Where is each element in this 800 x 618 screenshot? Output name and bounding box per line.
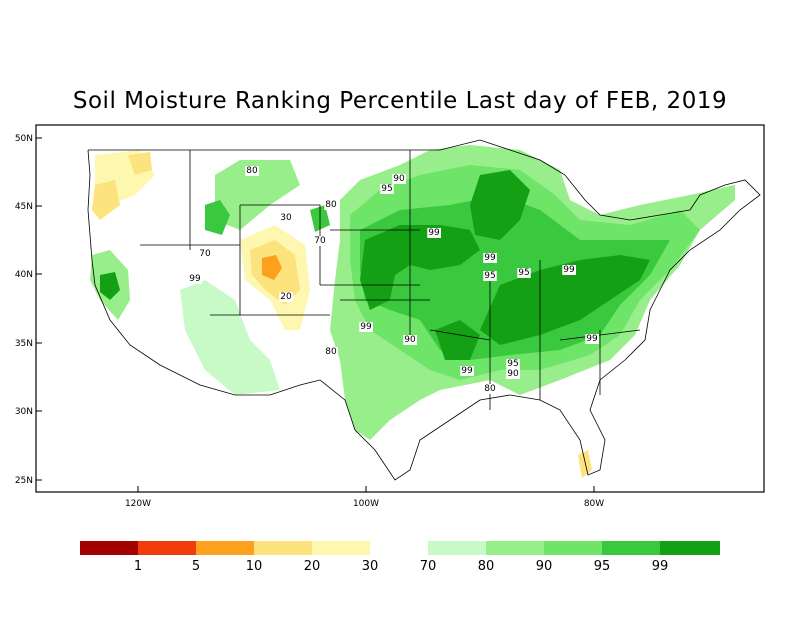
- contour-label: 99: [189, 274, 201, 284]
- legend-label: 70: [419, 559, 437, 574]
- contour-label-bg: [483, 384, 497, 394]
- legend-label: 99: [651, 559, 669, 574]
- legend-swatch: [254, 541, 312, 555]
- contour-label: 80: [325, 347, 337, 357]
- shaded-regions: [90, 145, 735, 478]
- contour-label: 70: [199, 249, 211, 259]
- legend-swatch: [602, 541, 660, 555]
- contour-label: 99: [428, 228, 440, 238]
- legend-label: 10: [245, 559, 263, 574]
- lat-tick-label: 25N: [15, 476, 33, 486]
- contour-label: 95: [507, 359, 518, 369]
- contour-label-bg: [392, 174, 406, 184]
- legend-swatch: [138, 541, 196, 555]
- legend-swatch: [80, 541, 138, 555]
- contour-label-bg: [380, 184, 394, 194]
- contour-label-bg: [427, 228, 441, 238]
- contour-label: 80: [325, 200, 337, 210]
- lon-tick-label: 100W: [353, 499, 379, 509]
- lat-tick-label: 45N: [15, 202, 33, 212]
- contour-label: 95: [518, 268, 529, 278]
- lat-tick-label: 30N: [15, 407, 33, 417]
- state-lines: [140, 150, 641, 410]
- region-green-99-midwest: [470, 170, 530, 240]
- map-title: Soil Moisture Ranking Percentile Last da…: [72, 88, 728, 114]
- contour-label: 90: [404, 335, 416, 345]
- contour-label-bg: [359, 322, 373, 332]
- lat-axis: 50N 45N 40N 35N 30N 25N: [15, 134, 42, 486]
- legend-label: 5: [191, 559, 201, 574]
- legend-label: 20: [303, 559, 321, 574]
- contour-label: 80: [246, 166, 258, 176]
- contour-label: 95: [381, 184, 392, 194]
- contour-label: 80: [484, 384, 496, 394]
- legend-swatch: [312, 541, 370, 555]
- lon-axis: 120W 100W 80W: [125, 486, 604, 509]
- lat-tick-label: 50N: [15, 134, 33, 144]
- contour-label-bg: [279, 292, 293, 302]
- legend-swatch: [486, 541, 544, 555]
- region-green-99-california: [100, 272, 120, 300]
- legend-swatch: [196, 541, 254, 555]
- contour-label-bg: [188, 274, 202, 284]
- map-frame: [35, 124, 765, 493]
- region-dry-10-colorado: [262, 255, 282, 280]
- contour-label-bg: [324, 347, 338, 357]
- lat-tick-label: 40N: [15, 270, 33, 280]
- contour-label-bg: [562, 265, 576, 275]
- legend-label: 80: [477, 559, 495, 574]
- legend-swatch: [428, 541, 486, 555]
- contour-label-bg: [460, 366, 474, 376]
- contour-label: 99: [484, 253, 496, 263]
- us-outline: [87, 139, 761, 481]
- contour-label-bg: [517, 268, 531, 278]
- lat-tick-label: 35N: [15, 339, 33, 349]
- contour-label: 99: [563, 265, 575, 275]
- contour-label: 90: [507, 369, 519, 379]
- contour-label: 99: [461, 366, 473, 376]
- soil-moisture-map: 50N 45N 40N 35N 30N 25N 120W 100W 80W 80…: [15, 124, 765, 509]
- contour-labels: 80 90 95 99 30 80 70 99 70 20 99 95 95 9…: [188, 166, 599, 394]
- contour-label-bg: [279, 213, 293, 223]
- region-green-95-idaho: [205, 200, 230, 235]
- color-legend: 1 5 10 20 30 70 80 90 95 99: [0, 535, 800, 585]
- contour-label-bg: [403, 335, 417, 345]
- region-green-70-florida: [578, 450, 592, 478]
- contour-label-bg: [313, 236, 327, 246]
- legend-label: 30: [361, 559, 379, 574]
- contour-label-bg: [198, 249, 212, 259]
- legend-label: 95: [593, 559, 611, 574]
- contour-label-bg: [324, 200, 338, 210]
- contour-label: 99: [586, 334, 598, 344]
- lon-tick-label: 120W: [125, 499, 151, 509]
- contour-label: 95: [484, 271, 495, 281]
- contour-label-bg: [506, 359, 520, 369]
- legend-swatch: [544, 541, 602, 555]
- contour-label-bg: [506, 369, 520, 379]
- contour-label-bg: [483, 253, 497, 263]
- region-dry-20-oregon: [128, 152, 152, 175]
- boundary-lines: [87, 139, 761, 481]
- contour-label: 30: [280, 213, 292, 223]
- lon-tick-label: 80W: [584, 499, 604, 509]
- region-green-80-northwest: [215, 160, 300, 230]
- contour-label: 99: [360, 322, 372, 332]
- region-dry-20-washington: [92, 180, 120, 220]
- legend-swatch: [660, 541, 720, 555]
- region-green-99-plains: [360, 225, 480, 310]
- legend-label: 90: [535, 559, 553, 574]
- region-green-70-southwest: [180, 280, 280, 395]
- contour-label: 20: [280, 292, 292, 302]
- contour-label: 90: [393, 174, 405, 184]
- contour-label-bg: [585, 334, 599, 344]
- contour-label-bg: [483, 271, 497, 281]
- legend-label: 1: [133, 559, 143, 574]
- contour-label: 70: [314, 236, 326, 246]
- contour-label-bg: [245, 166, 259, 176]
- region-green-99-south: [435, 320, 480, 360]
